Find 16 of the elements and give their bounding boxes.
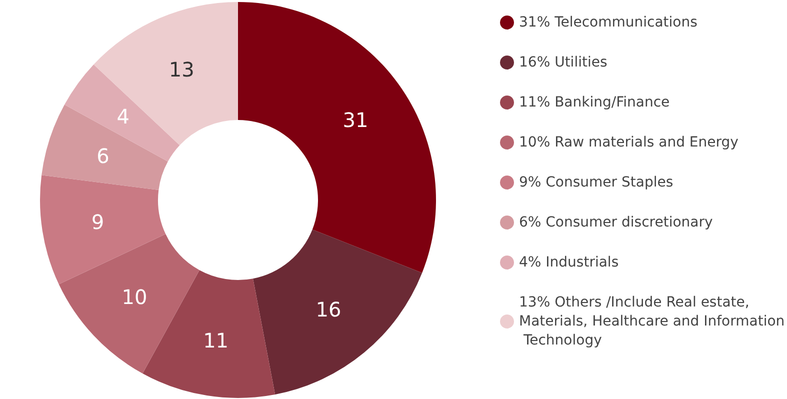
legend-label: 11% Banking/Finance (519, 94, 670, 110)
data-label: 6 (96, 144, 110, 168)
legend-label: 4% Industrials (519, 254, 619, 270)
legend-label: 13% Others /Include Real estate, Materials, Healthcare and Information Technology (519, 294, 785, 348)
legend-label: 16% Utilities (519, 54, 608, 70)
data-label: 10 (122, 285, 148, 310)
data-label: 9 (91, 210, 104, 234)
legend-label: 31% Telecommunications (519, 14, 698, 30)
legend-label: 6% Consumer discretionary (519, 214, 713, 230)
data-label: 16 (316, 297, 342, 322)
data-label: 4 (116, 104, 130, 129)
legend-label: 9% Consumer Staples (519, 174, 674, 190)
data-label: 31 (342, 108, 368, 132)
legend-label: 10% Raw materials and Energy (519, 134, 738, 150)
data-label: 11 (203, 328, 229, 352)
data-label: 13 (168, 58, 194, 82)
